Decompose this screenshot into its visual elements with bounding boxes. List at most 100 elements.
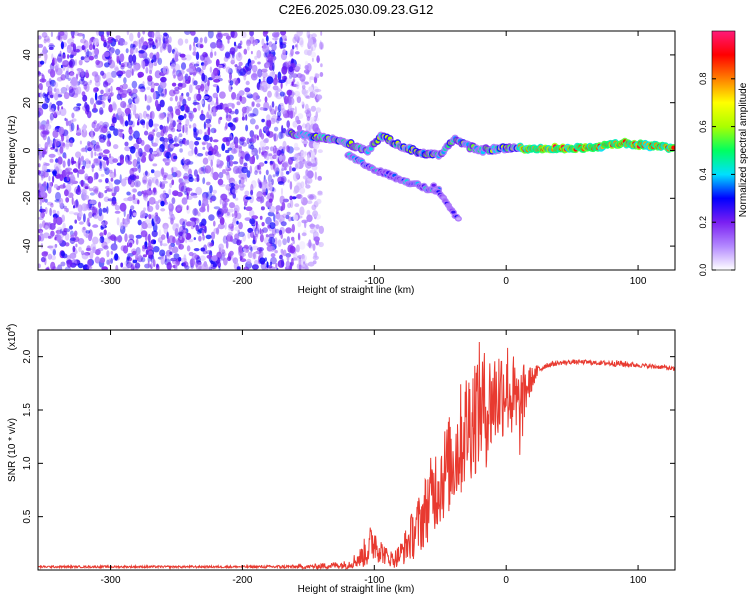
heatmap-noise-cell	[193, 36, 199, 43]
heatmap-noise-cell	[75, 198, 79, 208]
heatmap-noise-cell	[282, 213, 288, 219]
heatmap-noise-cell	[304, 109, 311, 115]
heatmap-noise-cell	[168, 188, 172, 196]
heatmap-noise-cell	[307, 162, 313, 167]
heatmap-noise-cell	[102, 121, 109, 129]
heatmap-noise-cell	[177, 38, 184, 46]
heatmap-noise-cell	[99, 107, 104, 116]
heatmap-noise-cell	[243, 48, 248, 55]
heatmap-noise-cell	[171, 179, 175, 186]
heatmap-noise-cell	[201, 63, 206, 71]
heatmap-noise-cell	[307, 33, 313, 39]
heatmap-noise-cell	[84, 159, 91, 169]
heatmap-noise-cell	[300, 151, 307, 158]
heatmap-noise-cell	[142, 175, 148, 185]
heatmap-noise-cell	[142, 179, 147, 183]
heatmap-noise-cell	[80, 179, 84, 187]
heatmap-noise-cell	[57, 227, 63, 231]
heatmap-noise-cell	[119, 221, 124, 230]
heatmap-noise-cell	[128, 242, 133, 248]
heatmap-noise-cell	[148, 254, 153, 259]
heatmap-noise-cell	[119, 156, 124, 165]
heatmap-noise-cell	[281, 65, 288, 75]
heatmap-noise-cell	[185, 187, 193, 192]
heatmap-noise-cell	[146, 223, 153, 229]
heatmap-noise-cell	[146, 121, 149, 130]
heatmap-noise-cell	[65, 141, 70, 150]
heatmap-noise-cell	[106, 159, 110, 166]
heatmap-noise-cell	[243, 247, 247, 254]
heatmap-noise-cell	[268, 205, 276, 213]
heatmap-noise-cell	[273, 133, 279, 142]
heatmap-noise-cell	[230, 56, 236, 63]
heatmap-noise-cell	[99, 232, 104, 237]
heatmap-noise-cell	[156, 131, 162, 138]
heatmap-noise-cell	[193, 80, 198, 86]
heatmap-noise-cell	[132, 88, 138, 94]
heatmap-noise-cell	[231, 188, 238, 194]
heatmap-noise-cell	[290, 156, 294, 162]
heatmap-noise-cell	[266, 42, 269, 46]
heatmap-noise-cell	[212, 139, 219, 143]
heatmap-noise-cell	[244, 190, 250, 196]
heatmap-noise-cell	[132, 46, 137, 54]
heatmap-noise-cell	[181, 197, 188, 205]
colorbar-gradient	[711, 30, 736, 271]
heatmap-noise-cell	[38, 110, 41, 118]
heatmap-noise-cell	[64, 242, 70, 247]
heatmap-noise-cell	[67, 77, 72, 82]
heatmap-noise-cell	[138, 137, 142, 143]
heatmap-noise-cell	[139, 41, 147, 50]
heatmap-noise-cell	[283, 167, 287, 171]
heatmap-noise-cell	[167, 106, 173, 112]
heatmap-noise-cell	[53, 81, 59, 89]
heatmap-noise-cell	[179, 53, 186, 58]
heatmap-noise-cell	[287, 96, 292, 106]
heatmap-noise-cell	[275, 167, 280, 175]
heatmap-noise-cell	[315, 107, 322, 113]
heatmap-noise-cell	[267, 53, 274, 61]
heatmap-noise-cell	[197, 102, 201, 111]
heatmap-noise-cell	[46, 139, 53, 147]
heatmap-noise-cell	[108, 258, 111, 267]
heatmap-noise-cell	[73, 205, 75, 209]
heatmap-noise-cell	[267, 131, 274, 138]
heatmap-noise-cell	[316, 57, 321, 62]
heatmap-noise-cell	[238, 221, 243, 230]
heatmap-noise-cell	[193, 237, 196, 241]
heatmap-noise-cell	[243, 266, 249, 270]
heatmap-noise-cell	[142, 110, 148, 119]
heatmap-noise-cell	[98, 207, 103, 217]
heatmap-noise-cell	[69, 252, 77, 259]
heatmap-noise-cell	[170, 257, 177, 262]
heatmap-noise-cell	[149, 69, 152, 75]
heatmap-noise-cell	[191, 191, 194, 197]
heatmap-noise-cell	[171, 82, 177, 87]
heatmap-noise-cell	[111, 192, 116, 197]
heatmap-noise-cell	[227, 147, 233, 151]
heatmap-tertiary-trace	[451, 210, 456, 214]
heatmap-noise-cell	[82, 33, 85, 39]
heatmap-noise-cell	[312, 243, 316, 251]
heatmap-noise-cell	[236, 212, 242, 220]
heatmap-noise-cell	[99, 236, 105, 244]
heatmap-noise-cell	[143, 52, 147, 57]
heatmap-noise-cell	[142, 151, 147, 157]
heatmap-noise-cell	[206, 59, 212, 64]
heatmap-noise-cell	[152, 163, 158, 167]
heatmap-noise-cell	[279, 195, 285, 205]
heatmap-noise-cell	[38, 35, 42, 40]
heatmap-noise-cell	[129, 208, 133, 217]
heatmap-noise-cell	[53, 184, 59, 189]
heatmap-noise-cell	[153, 82, 160, 86]
heatmap-noise-cell	[147, 233, 151, 243]
heatmap-noise-cell	[77, 186, 81, 193]
heatmap-noise-cell	[67, 54, 70, 59]
heatmap-noise-cell	[221, 143, 226, 152]
heatmap-noise-cell	[94, 187, 99, 195]
heatmap-noise-cell	[296, 96, 302, 104]
heatmap-noise-cell	[182, 221, 186, 230]
heatmap-noise-cell	[137, 199, 140, 205]
heatmap-noise-cell	[303, 91, 308, 97]
heatmap-noise-cell	[173, 155, 178, 160]
